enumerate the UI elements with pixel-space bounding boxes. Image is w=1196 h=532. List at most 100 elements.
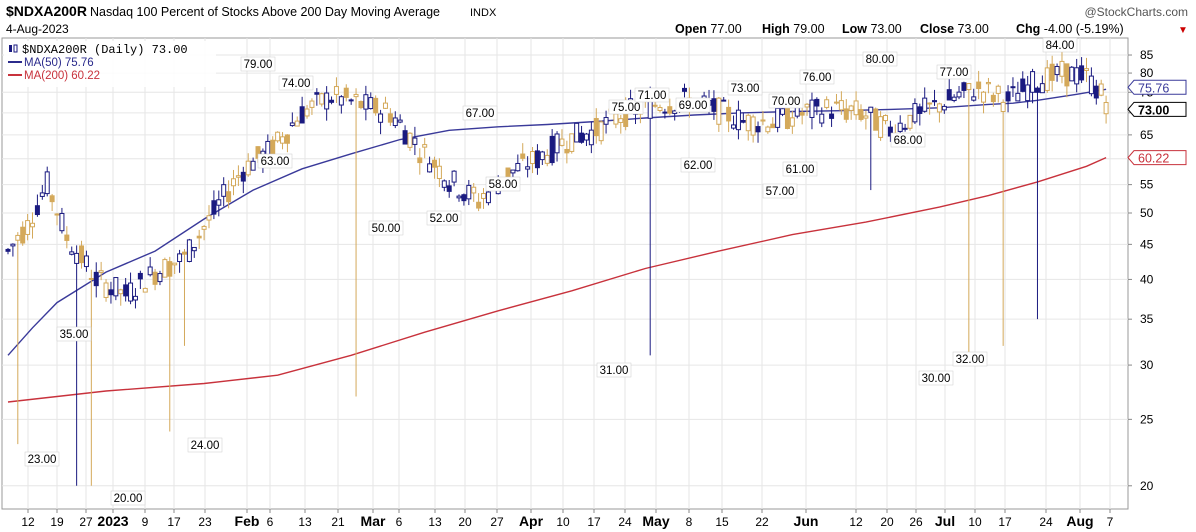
candle [745, 113, 751, 141]
tag-value: 75.76 [1138, 81, 1169, 95]
candle [319, 92, 325, 107]
candle-body [1000, 101, 1006, 112]
annotation-label: 74.00 [282, 78, 311, 90]
candle [961, 81, 967, 99]
candle-body [461, 194, 467, 202]
candle-body [1074, 67, 1080, 85]
candle [314, 88, 320, 106]
candle [1020, 71, 1026, 93]
candle-body [878, 116, 884, 138]
candle-body [431, 159, 437, 168]
candle [83, 250, 89, 272]
candle [789, 111, 795, 134]
candle [932, 89, 938, 106]
candle-body [88, 277, 94, 280]
chart-symbol: $NDXA200R [6, 3, 87, 19]
candle-body [289, 122, 295, 127]
candle [397, 114, 403, 124]
candle-body [559, 138, 565, 146]
candle [34, 194, 40, 217]
y-tick-label: 80 [1140, 66, 1154, 80]
x-tick-label: Feb [235, 513, 260, 529]
candle-body [466, 184, 472, 200]
candle-body [858, 109, 864, 120]
annotation-label: 52.00 [430, 213, 459, 225]
candle-body [329, 99, 335, 103]
annotation-label: 35.00 [60, 329, 89, 341]
x-tick-label: 7 [1107, 515, 1114, 529]
candle-body [20, 226, 26, 244]
candle-body [593, 118, 599, 137]
x-tick-label: 20 [880, 515, 894, 529]
candle [304, 104, 310, 119]
candle [775, 104, 781, 133]
candle [5, 248, 11, 255]
x-tick-label: 15 [715, 515, 729, 529]
candle-body [196, 235, 202, 239]
value-annotation: 70.00 [768, 93, 804, 109]
value-annotation: 75.00 [608, 99, 644, 115]
x-tick-label: 13 [298, 515, 312, 529]
candle-body [402, 130, 408, 145]
candle-body [549, 135, 555, 164]
candle-body [731, 124, 737, 129]
candle [985, 77, 991, 94]
candle-body [103, 282, 109, 298]
candle-body [422, 144, 428, 148]
candle [338, 95, 344, 114]
candle-body [235, 175, 241, 178]
candle-body [1034, 87, 1040, 93]
annotation-label: 30.00 [922, 373, 951, 385]
x-tick-label: 6 [396, 515, 403, 529]
candle-body [441, 180, 447, 188]
candle-body [868, 106, 874, 113]
candle [868, 106, 874, 191]
x-tick-label: 27 [490, 515, 504, 529]
candle-body [69, 251, 75, 255]
candle [387, 108, 393, 126]
value-annotation: 84.00 [1042, 37, 1078, 53]
candle [990, 92, 996, 107]
annotation-box [257, 153, 293, 169]
y-tick-label: 55 [1140, 178, 1154, 192]
last-value-tags: 75.76 73.00 60.22 [1127, 79, 1187, 166]
candle-body [98, 270, 104, 273]
candle-body [1093, 85, 1099, 99]
candle-body [956, 91, 962, 98]
candle [574, 122, 580, 143]
candle-body [319, 93, 325, 105]
ohlc-low: Low 73.00 [842, 22, 902, 36]
candle [1054, 63, 1060, 82]
x-tick-label: 12 [849, 515, 863, 529]
candle-body [118, 289, 124, 295]
ma50-path [7, 88, 1107, 356]
watermark: @StockCharts.com [1084, 5, 1188, 19]
candle [93, 262, 99, 298]
candle [412, 126, 418, 156]
value-annotation: 20.00 [110, 490, 146, 506]
candle [177, 249, 183, 273]
candle [329, 96, 335, 105]
candle [167, 256, 173, 432]
candle-body [392, 117, 398, 127]
ohlc-readout: Open 77.00 High 79.00 Low 73.00 Close 73.00… [675, 22, 1188, 36]
candle-body [79, 245, 85, 264]
candle-body [932, 100, 938, 103]
annotation-label: 61.00 [786, 164, 815, 176]
candle [1049, 55, 1055, 92]
candle [299, 96, 305, 124]
candle [711, 90, 717, 120]
candle-body [216, 199, 222, 206]
candle [201, 225, 207, 241]
candle-body [946, 89, 952, 101]
annotation-box [368, 220, 404, 236]
x-tick-label: Jun [794, 513, 819, 529]
candle [927, 102, 933, 115]
candle-body [780, 108, 786, 115]
candle-body [1098, 83, 1104, 96]
candle [275, 131, 281, 143]
candle-body [1064, 63, 1070, 87]
annotation-label: 76.00 [803, 72, 832, 84]
candle [49, 193, 55, 211]
candle [382, 96, 388, 109]
